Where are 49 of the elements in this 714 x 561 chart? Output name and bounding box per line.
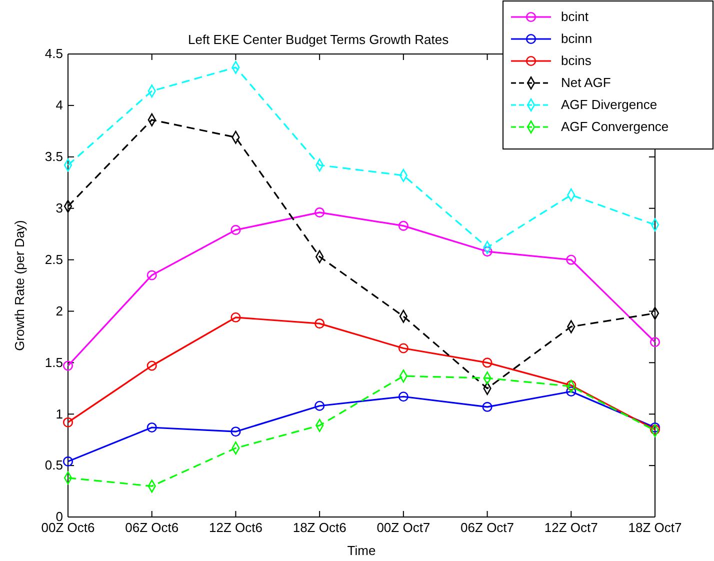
point xyxy=(398,220,408,231)
point xyxy=(650,422,660,432)
point xyxy=(398,392,408,402)
y-tick-label: 4.5 xyxy=(44,46,63,62)
x-tick-label: 18Z Oct7 xyxy=(628,520,682,536)
point xyxy=(566,380,576,390)
legend-label: bcint xyxy=(561,9,589,24)
point xyxy=(230,224,241,235)
point xyxy=(62,417,74,428)
x-axis-title: Time xyxy=(347,543,376,558)
point xyxy=(650,424,660,435)
y-tick-label: 1.5 xyxy=(44,354,63,370)
x-tick-label: 00Z Oct7 xyxy=(376,520,430,536)
legend-label: bcinn xyxy=(561,31,592,46)
y-tick-label: 4 xyxy=(56,98,63,113)
point xyxy=(398,343,408,354)
legend-label: AGF Divergence xyxy=(561,97,658,112)
point xyxy=(482,358,492,368)
x-tick-label: 12Z Oct6 xyxy=(208,520,262,536)
x-tick-label: 12Z Oct7 xyxy=(544,520,598,536)
point xyxy=(650,337,660,348)
y-axis-title: Growth Rate (per Day) xyxy=(12,220,27,351)
y-tick-label: 1 xyxy=(56,406,63,422)
y-tick-label: 2.5 xyxy=(44,252,63,267)
x-tick-label: 06Z Oct6 xyxy=(125,520,179,536)
point xyxy=(62,360,74,371)
point xyxy=(62,456,74,466)
point xyxy=(146,360,157,371)
point xyxy=(566,254,576,265)
legend-label: Net AGF xyxy=(561,75,611,90)
point xyxy=(314,318,325,329)
legend-label: bcins xyxy=(561,53,592,68)
point xyxy=(230,426,241,437)
x-tick-label: 06Z Oct7 xyxy=(460,520,514,536)
chart-title: Left EKE Center Budget Terms Growth Rates xyxy=(188,32,450,47)
y-tick-label: 2 xyxy=(56,303,63,318)
point xyxy=(482,246,492,257)
point xyxy=(230,312,241,322)
point xyxy=(314,400,325,411)
y-tick-label: 3 xyxy=(56,200,63,216)
point xyxy=(314,207,325,218)
point xyxy=(146,270,157,280)
y-tick-label: 0.5 xyxy=(44,458,63,473)
legend-label: AGF Convergence xyxy=(561,119,669,134)
point xyxy=(482,402,492,412)
x-tick-label: 18Z Oct6 xyxy=(292,520,346,536)
point xyxy=(566,386,576,396)
y-tick-label: 3.5 xyxy=(44,149,63,164)
point xyxy=(146,422,157,432)
